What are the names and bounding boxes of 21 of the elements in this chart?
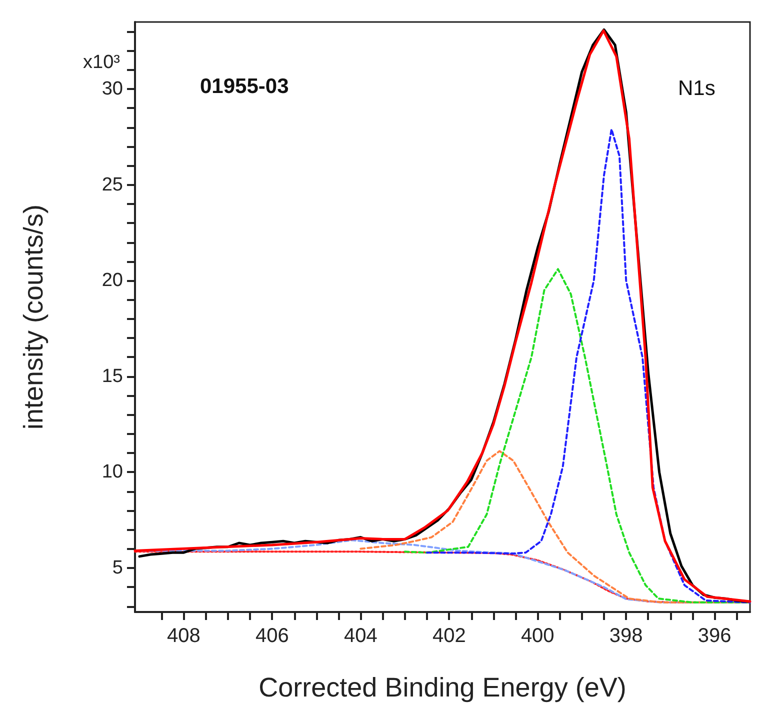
x-tick-label: 398 (609, 625, 643, 647)
y-tick-label: 25 (102, 174, 123, 196)
y-tick-label: 15 (102, 366, 123, 387)
y-tick-label: 10 (102, 462, 123, 483)
y-tick-label: 30 (102, 78, 123, 100)
line-series (426, 128, 751, 604)
x-tick-label: 400 (520, 625, 554, 647)
x-tick-label: 396 (698, 625, 732, 647)
line-series (360, 450, 751, 604)
annotation: 01955-03 (200, 75, 289, 98)
line-series (404, 268, 751, 604)
x-tick-label: 408 (166, 625, 200, 647)
x-tick-label: 404 (344, 625, 378, 647)
y-axis-title: intensity (counts/s) (18, 204, 48, 430)
text: x10³ (83, 52, 120, 74)
y-tick-label: 5 (112, 557, 123, 578)
x-tick-label: 402 (432, 625, 466, 647)
x-tick-label: 406 (255, 625, 289, 647)
annotation: N1s (678, 77, 716, 100)
x-axis-title: Corrected Binding Energy (eV) (258, 672, 626, 702)
y-tick-label: 20 (102, 270, 123, 292)
